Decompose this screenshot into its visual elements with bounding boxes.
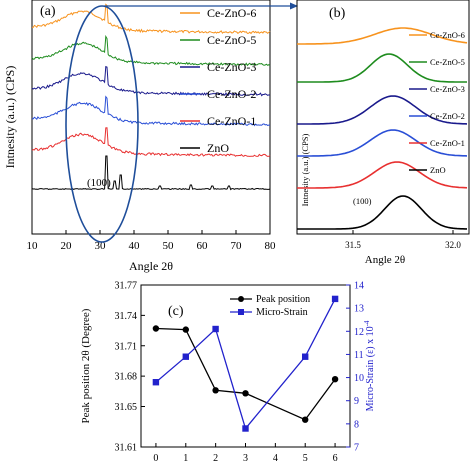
panel-b-legend-label: Ce-ZnO-5 — [430, 57, 465, 67]
micro-strain-point — [242, 425, 249, 432]
peak-position-point — [331, 376, 339, 383]
panel-a-curve — [31, 127, 271, 157]
panel-c-xtick-label: 4 — [273, 453, 278, 464]
panel-a-legend-label: Ce-ZnO-1 — [207, 114, 256, 128]
panel-a-xlabel: Angle 2θ — [129, 259, 173, 273]
micro-strain-point — [182, 353, 189, 360]
peak-position-point — [182, 326, 189, 333]
panel-c-legend-label: Micro-Strain — [256, 307, 308, 318]
panel-a-xtick-label: 10 — [27, 240, 39, 252]
panel-c-y2tick-label: 11 — [354, 350, 364, 361]
peak-position-point — [242, 390, 249, 397]
panel-b: (b) Intnesity (a.u.) (CPS) Angle 2θ 31.5… — [296, 0, 470, 266]
panel-c-y2label: Micro-Strain (ε) x 10-4 — [363, 320, 376, 411]
panel-c-legend-marker — [238, 296, 244, 302]
panel-b-legend-label: Ce-ZnO-2 — [430, 111, 465, 121]
zoom-arrow-head — [290, 2, 298, 10]
panel-b-curve — [297, 195, 467, 230]
panel-b-curve — [297, 95, 468, 125]
panel-c-y2tick-label: 13 — [354, 304, 364, 315]
panel-a-xtick-label: 50 — [163, 240, 175, 252]
micro-strain-line — [155, 298, 336, 430]
panel-c-y2tick-label: 14 — [354, 281, 364, 292]
panel-c-ytick-label: 31.74 — [115, 311, 138, 322]
panel-c-xtick-label: 2 — [213, 453, 218, 464]
panel-c-y2label-exponent: -4 — [363, 320, 371, 326]
panel-a-legend-label: Ce-ZnO-5 — [207, 33, 256, 47]
peak-position-point — [212, 387, 219, 394]
panel-a-legend-label: Ce-ZnO-2 — [207, 87, 256, 101]
panel-a-curve — [32, 3, 271, 35]
panel-c-label: (c) — [168, 304, 184, 319]
panel-a-xtick-label: 60 — [197, 240, 209, 252]
panel-a-xtick-label: 30 — [95, 240, 107, 252]
panel-b-xlabel: Angle 2θ — [365, 254, 405, 266]
panel-c-legend-label: Peak position — [256, 294, 310, 305]
panel-c: (c) Peak position 2θ (Degree) Micro-Stra… — [80, 281, 376, 465]
panel-a-label: (a) — [40, 4, 56, 19]
panel-b-legend-label: Ce-ZnO-6 — [430, 30, 465, 40]
panel-b-xtick-label: 31.5 — [345, 240, 361, 250]
panel-a-curve — [31, 34, 271, 67]
panel-c-xtick-label: 0 — [153, 453, 158, 464]
panel-b-curve — [297, 27, 468, 45]
panel-c-ylabel: Peak position 2θ (Degree) — [80, 308, 92, 423]
panel-a-xtick-label: 40 — [129, 240, 141, 252]
panel-a-legend-label: Ce-ZnO-3 — [207, 60, 256, 74]
panel-c-y2label-main: Micro-Strain (ε) x 10 — [365, 326, 376, 411]
panel-b-legend-label: Ce-ZnO-3 — [430, 84, 465, 94]
panel-b-xtick-label: 32.0 — [445, 240, 461, 250]
highlight-ellipse — [65, 5, 139, 243]
panel-c-y2tick-label: 10 — [354, 373, 364, 384]
peak-position-point — [152, 325, 160, 332]
panel-a-legend-label: Ce-ZnO-6 — [207, 6, 256, 20]
panel-c-legend-marker — [238, 309, 244, 315]
panel-c-y2tick-label: 8 — [354, 419, 359, 430]
panel-a-ylabel: Intnesity (a.u.) (CPS) — [3, 66, 17, 169]
panel-c-ytick-label: 31.61 — [115, 443, 138, 454]
micro-strain-point — [331, 295, 339, 303]
panel-b-legend-label: ZnO — [430, 165, 446, 175]
panel-c-xtick-label: 1 — [183, 453, 188, 464]
micro-strain-point — [302, 353, 309, 360]
panel-c-ytick-label: 31.65 — [115, 402, 138, 413]
panel-b-ylabel: Intnesity (a.u.) (CPS) — [300, 133, 310, 206]
panel-c-ytick-label: 31.71 — [115, 341, 138, 352]
panel-a-xtick-label: 80 — [265, 240, 277, 252]
panel-a: (a) Intnesity (a.u.) (CPS) Angle 2θ 10 20… — [3, 0, 298, 273]
micro-strain-point — [152, 379, 160, 386]
panel-c-y2tick-label: 12 — [354, 327, 364, 338]
panel-c-xtick-label: 3 — [243, 453, 248, 464]
panel-c-ytick-label: 31.77 — [115, 281, 138, 292]
panel-c-y2tick-label: 9 — [354, 396, 359, 407]
panel-b-label: (b) — [329, 6, 346, 21]
panel-c-ytick-label: 31.68 — [115, 372, 138, 383]
panel-a-curve — [31, 95, 271, 127]
peak-position-line — [155, 327, 336, 421]
panel-a-legend-label: ZnO — [207, 141, 229, 155]
panel-b-frame — [296, 0, 470, 235]
panel-a-xtick-label: 20 — [61, 240, 73, 252]
peak-position-point — [302, 416, 309, 423]
panel-a-curve — [31, 65, 271, 97]
panel-b-curve — [297, 53, 467, 83]
micro-strain-point — [212, 325, 219, 333]
panel-a-xtick-label: 70 — [231, 240, 243, 252]
panel-c-xtick-label: 5 — [303, 453, 308, 464]
panel-b-curve — [297, 129, 468, 157]
panel-b-curve — [297, 161, 468, 189]
panel-a-peak-annotation: (100) — [87, 177, 111, 189]
panel-b-peak-annotation: (100) — [353, 196, 372, 206]
panel-b-legend-label: Ce-ZnO-1 — [430, 138, 465, 148]
panel-a-frame — [31, 0, 271, 235]
panel-c-xtick-label: 6 — [333, 453, 338, 464]
panel-c-y2tick-label: 7 — [354, 443, 359, 454]
